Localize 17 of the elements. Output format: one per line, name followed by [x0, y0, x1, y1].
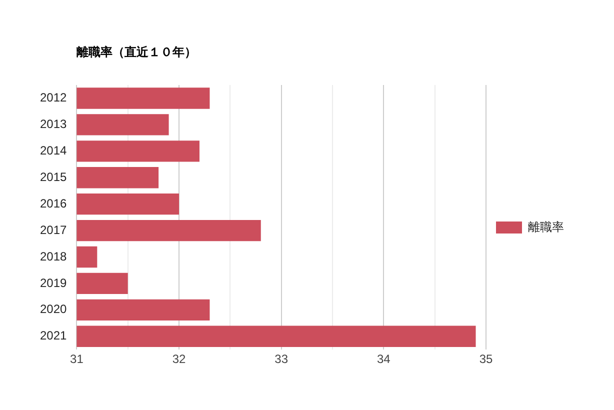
legend-label: 離職率	[528, 220, 564, 234]
x-tick-label: 31	[70, 352, 84, 366]
x-tick-label: 33	[274, 352, 288, 366]
x-tick-label: 35	[479, 352, 493, 366]
y-tick-label: 2015	[40, 170, 68, 184]
x-tick-label: 34	[376, 352, 391, 366]
chart-title: 離職率（直近１０年）	[76, 45, 197, 59]
y-tick-label: 2012	[40, 90, 68, 105]
y-tick-label: 2021	[40, 328, 68, 343]
x-tick-label: 32	[172, 352, 186, 366]
y-tick-label: 2019	[40, 276, 68, 290]
y-tick-label: 2016	[40, 196, 68, 210]
y-tick-label: 2018	[40, 249, 68, 264]
y-tick-label: 2013	[40, 117, 68, 132]
y-tick-label: 2014	[40, 143, 68, 158]
y-tick-label: 2017	[40, 222, 68, 237]
y-tick-label: 2020	[40, 302, 68, 316]
